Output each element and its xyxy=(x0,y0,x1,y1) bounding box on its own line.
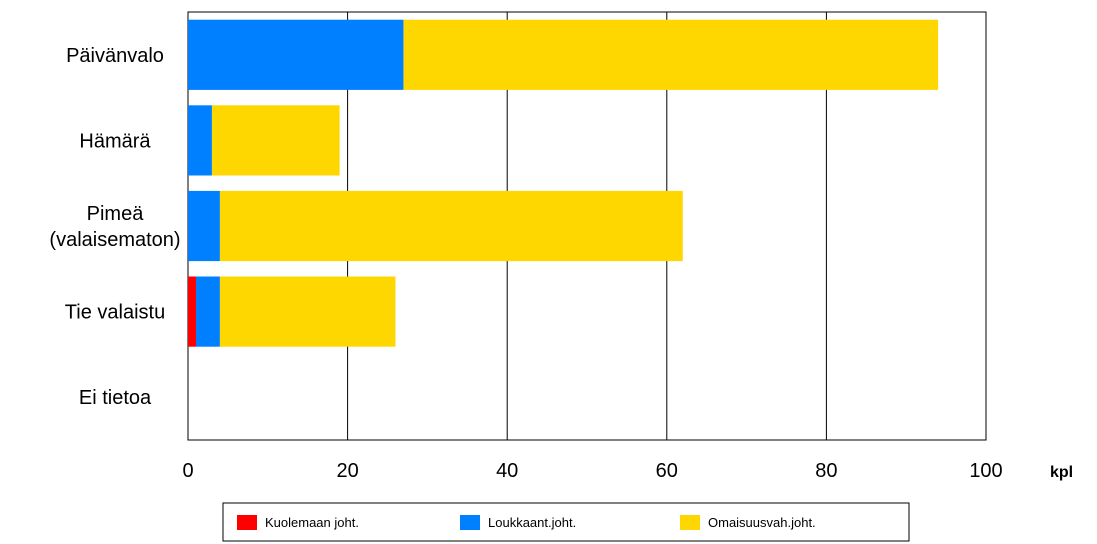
bar-segment xyxy=(188,19,404,90)
x-tick-label: 80 xyxy=(815,460,837,482)
category-label: Päivänvalo xyxy=(66,45,164,67)
bar-segment xyxy=(219,190,683,262)
bar-segment xyxy=(403,19,939,90)
x-tick-labels: 0 20 40 60 80 100 xyxy=(182,460,1002,482)
category-label: Tie valaistu xyxy=(65,302,165,324)
bar-segment xyxy=(188,190,220,262)
x-tick-label: 20 xyxy=(336,460,358,482)
bar-segment xyxy=(195,276,220,347)
x-tick-label: 100 xyxy=(969,460,1002,482)
category-label: (valaisematon) xyxy=(49,229,180,251)
x-tick-label: 0 xyxy=(182,460,193,482)
x-axis-unit-label: kpl xyxy=(1050,464,1073,481)
category-label: Ei tietoa xyxy=(79,387,152,409)
bar-segment xyxy=(188,276,196,347)
category-label: Hämärä xyxy=(79,130,151,152)
legend-entry-label: Loukkaant.joht. xyxy=(488,515,576,530)
bars xyxy=(188,19,939,347)
x-tick-label: 60 xyxy=(656,460,678,482)
x-tick-label: 40 xyxy=(496,460,518,482)
category-label: Pimeä xyxy=(87,203,145,225)
legend-swatch xyxy=(460,515,480,530)
category-labels: Päivänvalo Hämärä Pimeä (valaisematon) Tie v… xyxy=(49,45,180,409)
bar-segment xyxy=(211,105,340,176)
bar-segment xyxy=(219,276,396,347)
legend-entry-label: Kuolemaan joht. xyxy=(265,515,359,530)
bar-segment xyxy=(188,105,212,176)
legend-swatch xyxy=(680,515,700,530)
legend: Kuolemaan joht. Loukkaant.joht. Omaisuusva… xyxy=(222,502,910,542)
legend-entry-label: Omaisuusvah.joht. xyxy=(708,515,816,530)
legend-swatch xyxy=(237,515,257,530)
legend-box xyxy=(222,502,910,542)
